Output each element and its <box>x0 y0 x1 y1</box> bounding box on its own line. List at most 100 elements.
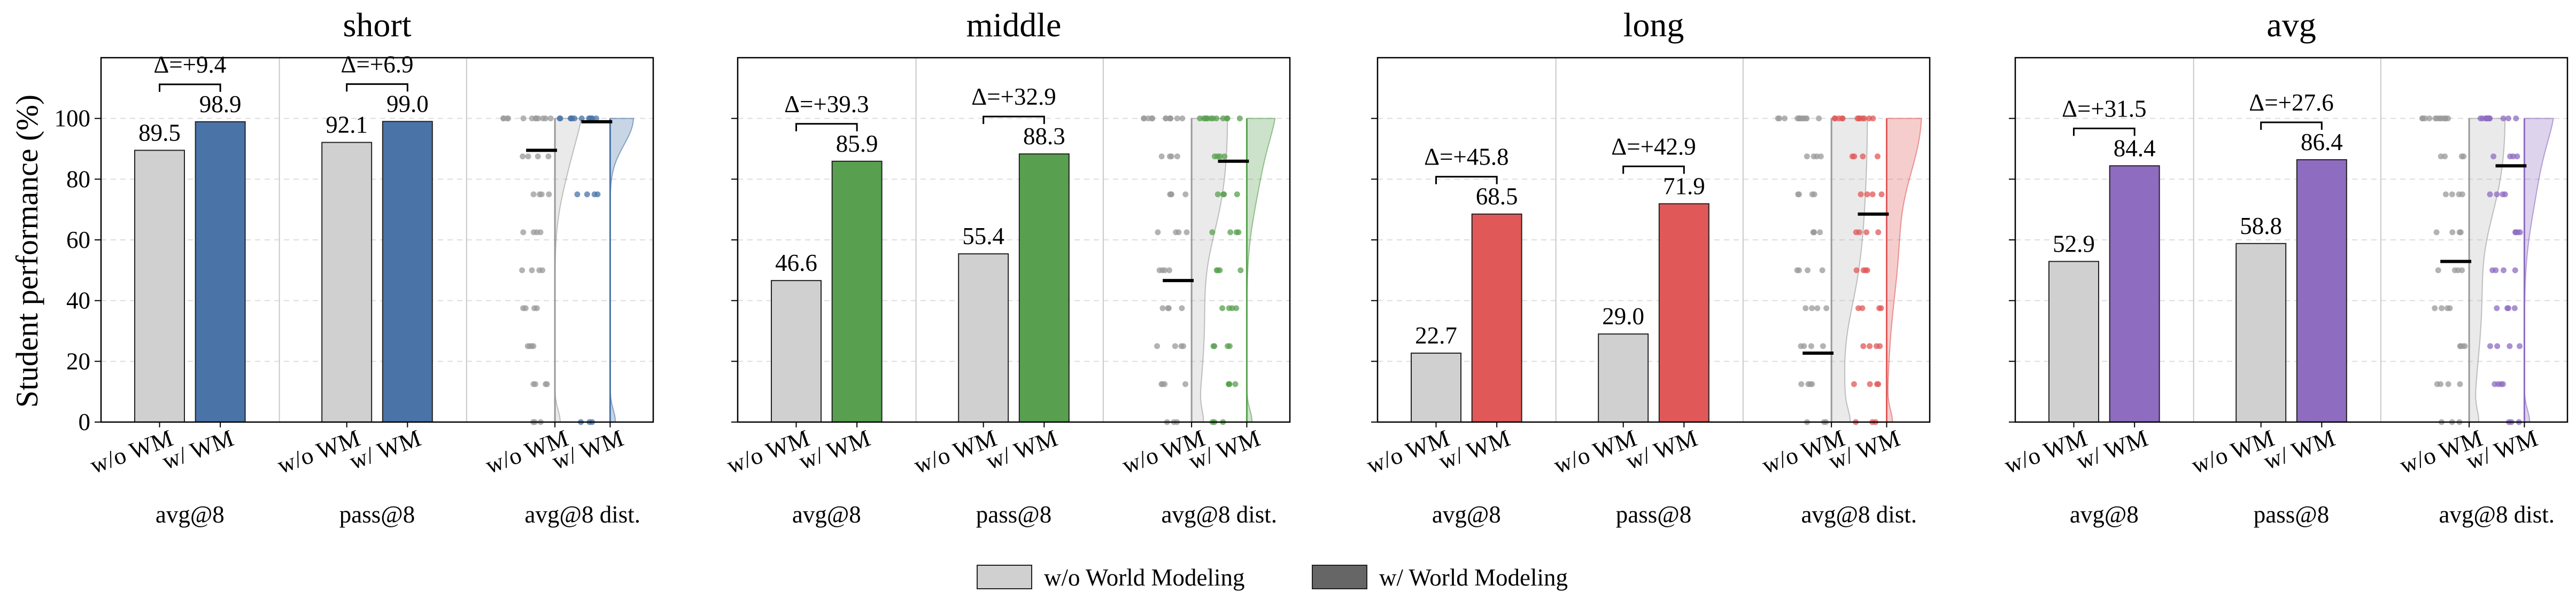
delta-bracket <box>1622 165 1685 174</box>
dist-point-with <box>1227 229 1234 236</box>
bar-value-label: 89.5 <box>138 119 181 146</box>
dist-point-without <box>1162 381 1168 387</box>
bar-without-wm <box>2048 261 2099 423</box>
dist-point-with <box>1220 115 1226 122</box>
dist-point-without <box>1782 115 1788 122</box>
dist-point-without <box>2435 267 2441 274</box>
dist-point-without <box>519 267 525 274</box>
dist-point-without <box>525 153 531 160</box>
dist-point-without <box>1156 267 1163 274</box>
dist-point-without <box>2449 229 2456 236</box>
dist-point-without <box>1155 229 1161 236</box>
dist-point-with <box>2494 191 2500 198</box>
dist-point-with <box>1869 191 1876 198</box>
dist-point-without <box>2456 191 2462 198</box>
dist-point-without <box>2419 115 2425 122</box>
dist-point-with <box>584 191 590 198</box>
dist-point-with <box>1875 229 1882 236</box>
delta-bracket <box>795 123 858 131</box>
dist-point-with <box>2500 191 2506 198</box>
dist-point-without <box>539 267 546 274</box>
density-with <box>1246 118 1276 423</box>
dist-point-with <box>574 191 581 198</box>
dist-point-without <box>2438 153 2444 160</box>
x-tick-label: w/ WM <box>1622 424 1701 474</box>
x-tick-label: w/ WM <box>159 424 237 474</box>
density-without <box>2469 118 2506 423</box>
dist-point-with <box>2487 115 2493 122</box>
delta-label: Δ=+42.9 <box>1611 133 1696 160</box>
dist-point-with <box>1851 153 1858 160</box>
bar-without-wm <box>958 253 1009 423</box>
y-tick-label: 0 <box>79 409 91 435</box>
panel-short: short 0 20 40 60 80 100 89.5 98.9 Δ=+9.4 92.1 99.0 Δ… <box>55 6 654 528</box>
dist-point-without <box>1182 191 1189 198</box>
dist-point-without <box>2432 115 2439 122</box>
dist-point-without <box>500 115 507 122</box>
bar-value-label: 29.0 <box>1602 303 1644 330</box>
dist-point-without <box>1174 153 1180 160</box>
dist-point-without <box>520 153 526 160</box>
legend-label: w/o World Modeling <box>1044 564 1245 591</box>
dist-point-with <box>2500 267 2507 274</box>
dist-point-without <box>1803 305 1809 311</box>
dist-point-without <box>529 115 535 122</box>
dist-point-without <box>1809 305 1815 311</box>
dist-point-without <box>1811 229 1817 236</box>
bar-without-wm <box>134 150 185 423</box>
dist-point-with <box>589 115 595 122</box>
dist-point-without <box>1166 153 1173 160</box>
dist-point-with <box>1874 153 1881 160</box>
dist-point-without <box>1800 115 1807 122</box>
dist-point-with <box>1221 153 1228 160</box>
x-tick-label: w/ WM <box>1435 424 1514 474</box>
dist-point-with <box>1863 229 1870 236</box>
bar-with-wm <box>1658 203 1709 423</box>
dist-point-with <box>2512 267 2518 274</box>
bar-value-label: 46.6 <box>775 249 817 276</box>
bar-without-wm <box>321 142 373 423</box>
y-tick-label: 20 <box>66 348 90 375</box>
dist-point-without <box>2439 305 2445 311</box>
bar-value-label: 68.5 <box>1476 183 1518 210</box>
delta-label: Δ=+6.9 <box>341 51 414 77</box>
dist-point-with <box>1836 115 1842 122</box>
bar-value-label: 71.9 <box>1663 173 1705 199</box>
group-label: avg@8 dist. <box>525 501 640 528</box>
dist-point-without <box>535 115 541 122</box>
bar-without-wm <box>1598 333 1649 423</box>
dist-point-with <box>1853 267 1860 274</box>
dist-point-without <box>2458 153 2465 160</box>
group-label: avg@8 <box>1432 501 1501 528</box>
dist-point-without <box>1141 115 1147 122</box>
dist-point-without <box>1174 115 1180 122</box>
group-label: avg@8 <box>792 501 861 528</box>
bar-value-label: 85.9 <box>836 130 878 157</box>
dist-point-without <box>1165 305 1171 311</box>
dist-point-without <box>1794 115 1801 122</box>
dist-point-with <box>1876 305 1883 311</box>
delta-bracket <box>1435 176 1498 184</box>
dist-point-without <box>1795 191 1801 198</box>
dist-point-with <box>1867 343 1873 349</box>
density-with <box>1886 118 1922 423</box>
dist-point-with <box>1226 381 1232 387</box>
bar-value-label: 55.4 <box>962 223 1004 249</box>
dist-point-without <box>1814 153 1820 160</box>
dist-point-without <box>1179 305 1185 311</box>
bar-without-wm <box>771 280 822 423</box>
group-label: avg@8 dist. <box>2439 501 2555 528</box>
dist-point-without <box>1172 343 1178 349</box>
panel-frame <box>2014 57 2569 423</box>
dist-point-without <box>2433 229 2440 236</box>
y-tick-label: 80 <box>66 166 90 192</box>
dist-point-without <box>545 153 552 160</box>
panel-frame <box>1376 57 1931 423</box>
group-label: pass@8 <box>2254 501 2329 528</box>
group-label: pass@8 <box>339 501 415 528</box>
dist-point-without <box>2459 343 2466 349</box>
bar-with-wm <box>2109 165 2160 423</box>
dist-point-without <box>1804 153 1810 160</box>
bar-with-wm <box>1018 153 1070 423</box>
